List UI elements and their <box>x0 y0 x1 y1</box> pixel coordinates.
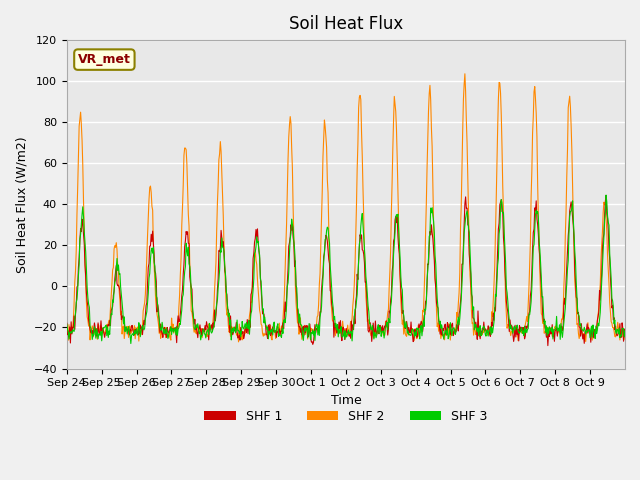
Text: VR_met: VR_met <box>78 53 131 66</box>
Legend: SHF 1, SHF 2, SHF 3: SHF 1, SHF 2, SHF 3 <box>200 405 492 428</box>
Y-axis label: Soil Heat Flux (W/m2): Soil Heat Flux (W/m2) <box>15 136 28 273</box>
Title: Soil Heat Flux: Soil Heat Flux <box>289 15 403 33</box>
X-axis label: Time: Time <box>330 394 361 407</box>
